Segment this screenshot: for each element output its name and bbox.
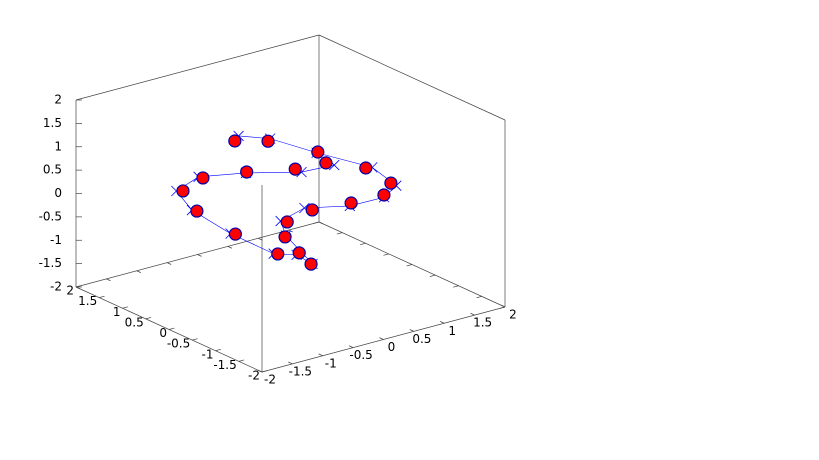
y-tick bbox=[336, 232, 343, 235]
y-tick-label: -1.5 bbox=[213, 358, 236, 372]
y-tick bbox=[192, 338, 198, 341]
y-tick-label: -0.5 bbox=[167, 337, 190, 351]
z-tick-label: 2 bbox=[54, 93, 62, 107]
point bbox=[319, 156, 333, 170]
y-tick bbox=[476, 296, 482, 299]
z-tick-label: -2 bbox=[50, 280, 62, 294]
z-tick-label: -1 bbox=[50, 233, 62, 247]
z-tick-label: 0.5 bbox=[43, 163, 62, 177]
x-tick bbox=[379, 337, 384, 340]
y-tick-label: 2 bbox=[66, 284, 74, 298]
y-tick-label: -2 bbox=[248, 369, 260, 383]
point bbox=[271, 247, 285, 261]
y-tick bbox=[122, 306, 128, 309]
point bbox=[176, 184, 190, 198]
point bbox=[280, 215, 294, 229]
y-tick bbox=[238, 359, 245, 362]
point bbox=[196, 171, 210, 185]
point bbox=[228, 227, 242, 241]
x-tick bbox=[227, 246, 233, 249]
x-tick bbox=[288, 361, 293, 365]
y-tick-label: 0.5 bbox=[125, 315, 144, 329]
y-tick bbox=[261, 370, 268, 373]
y-tick bbox=[360, 242, 366, 246]
x-tick bbox=[136, 270, 141, 273]
x-tick bbox=[258, 237, 263, 241]
x-tick-label: -2 bbox=[264, 373, 276, 387]
x-tick-label: 2 bbox=[509, 308, 517, 322]
x-tick bbox=[318, 221, 324, 225]
box-edge bbox=[318, 34, 506, 121]
x-tick bbox=[318, 353, 323, 357]
y-tick bbox=[168, 327, 175, 330]
y-tick bbox=[406, 264, 413, 267]
point bbox=[304, 257, 318, 271]
x-tick-label: -0.5 bbox=[349, 348, 372, 362]
point bbox=[278, 230, 292, 244]
z-tick-label: 1.5 bbox=[43, 116, 62, 130]
point bbox=[292, 246, 306, 260]
x-tick-label: 1 bbox=[448, 324, 456, 338]
point bbox=[311, 145, 325, 159]
point bbox=[344, 196, 358, 210]
z-tick-label: 1 bbox=[54, 139, 62, 153]
y-tick bbox=[145, 317, 152, 320]
x-tick bbox=[166, 262, 172, 265]
x-tick-label: 0.5 bbox=[412, 332, 431, 346]
y-tick bbox=[313, 221, 320, 224]
x-tick bbox=[197, 254, 202, 257]
y-tick bbox=[429, 274, 436, 277]
y-tick-label: 1 bbox=[113, 305, 121, 319]
point bbox=[228, 134, 242, 148]
y-tick-label: 1.5 bbox=[78, 294, 97, 308]
x-tick bbox=[348, 345, 354, 348]
x-tick-label: -1.5 bbox=[289, 364, 312, 378]
x-tick bbox=[470, 312, 475, 316]
x-tick bbox=[440, 321, 445, 324]
y-tick-label: -1 bbox=[202, 347, 214, 361]
z-tick-label: 0 bbox=[54, 186, 62, 200]
y-tick bbox=[215, 348, 221, 352]
y-tick-label: 0 bbox=[159, 326, 167, 340]
y-tick bbox=[383, 253, 389, 256]
y-tick bbox=[99, 295, 105, 298]
x-tick-label: 0 bbox=[388, 340, 396, 354]
point bbox=[261, 134, 275, 148]
point bbox=[240, 165, 254, 179]
box-edge bbox=[75, 34, 320, 101]
point bbox=[384, 176, 398, 190]
point bbox=[377, 188, 391, 202]
y-tick bbox=[499, 306, 506, 309]
x-tick bbox=[409, 329, 415, 332]
point bbox=[288, 162, 302, 176]
x-tick-label: 1.5 bbox=[473, 316, 492, 330]
x-tick bbox=[257, 369, 263, 373]
point bbox=[359, 161, 373, 175]
x-tick bbox=[500, 304, 506, 308]
z-tick-label: -1.5 bbox=[39, 256, 62, 270]
series-line bbox=[175, 135, 397, 265]
point bbox=[190, 204, 204, 218]
x-tick bbox=[106, 278, 111, 282]
point bbox=[305, 203, 319, 217]
z-tick-label: -0.5 bbox=[39, 209, 62, 223]
x-tick-label: -1 bbox=[325, 356, 337, 370]
y-tick bbox=[453, 285, 459, 288]
